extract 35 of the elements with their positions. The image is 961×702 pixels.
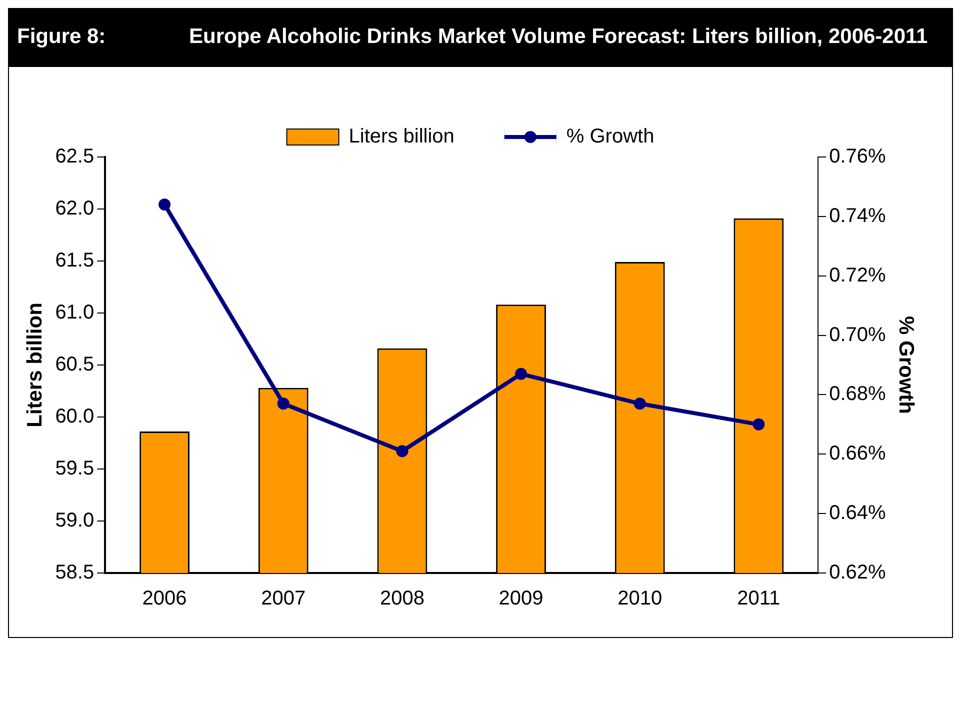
y2-tick-label: 0.62%	[829, 562, 886, 584]
y2-tick-label: 0.74%	[829, 204, 886, 227]
y2-tick-label: 0.66%	[829, 442, 886, 465]
y-tick-label: 61.0	[55, 302, 94, 324]
chart-subtitle: Europe Alcoholic Drinks Market Volume Forecast: Liters billion, 2006-2011	[189, 24, 929, 50]
y2-tick-label: 0.70%	[829, 324, 886, 346]
x-tick-label: 2009	[498, 588, 544, 610]
y-tick-label: 61.5	[55, 250, 94, 272]
y-tick-label: 60.0	[55, 406, 94, 428]
x-tick-label: 2006	[142, 588, 187, 610]
y2-tick-label: 0.72%	[829, 264, 886, 286]
y2-tick-label: 0.68%	[829, 383, 886, 406]
y-tick-label: 59.5	[55, 458, 94, 480]
y-tick-label: 58.5	[55, 562, 94, 584]
y2-tick-label: 0.64%	[829, 502, 886, 524]
legend-label: Liters billion	[348, 126, 454, 148]
point	[277, 398, 290, 410]
chart-title: Figure 8:	[17, 24, 107, 50]
point	[515, 368, 528, 380]
y-tick-label: 62.0	[55, 198, 94, 220]
y-tick-label: 59.0	[55, 510, 94, 532]
legend-label: % Growth	[566, 126, 654, 148]
y-axis-title: Liters billion	[23, 302, 46, 428]
point	[396, 445, 408, 458]
point	[158, 198, 171, 211]
y-tick-label: 60.5	[55, 354, 94, 376]
x-tick-label: 2007	[261, 588, 306, 610]
y2-tick-label: 0.76%	[829, 146, 886, 168]
y-tick-label: 62.5	[55, 146, 94, 168]
y2-axis-title: % Growth	[894, 316, 918, 414]
point	[634, 398, 646, 410]
point	[752, 418, 765, 430]
x-tick-label: 2011	[737, 588, 780, 610]
x-tick-label: 2010	[618, 588, 662, 610]
x-tick-label: 2008	[380, 588, 424, 610]
